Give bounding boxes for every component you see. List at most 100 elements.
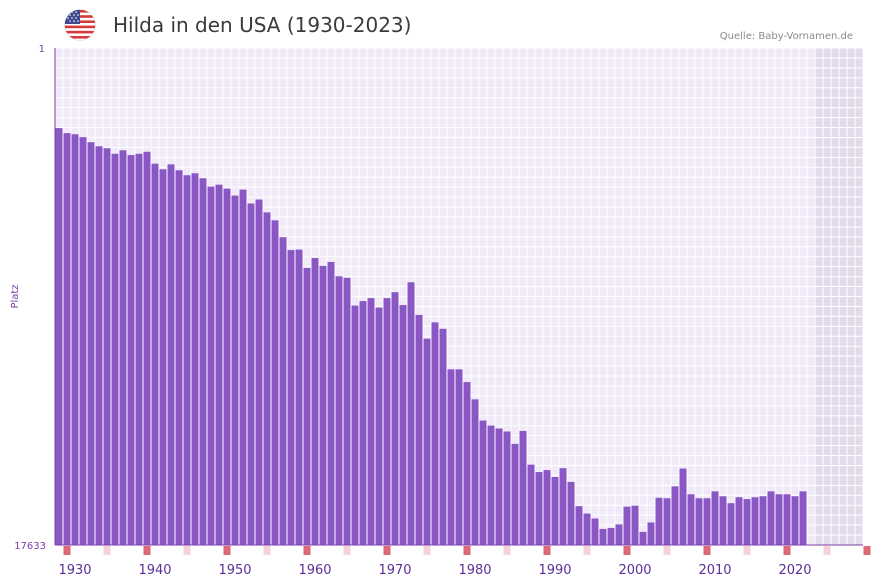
bar-1983 [495, 428, 503, 545]
bar-1941 [159, 169, 167, 545]
x-tick-label-1950: 1950 [218, 563, 251, 578]
bar-2008 [695, 498, 703, 545]
decade-marker-2009 [703, 546, 711, 555]
year-marker-1934 [103, 546, 111, 555]
bar-1979 [463, 382, 471, 545]
us-flag-icon [64, 9, 96, 41]
bar-1965 [351, 305, 359, 545]
x-tick-label-1970: 1970 [378, 563, 411, 578]
bar-1997 [607, 527, 615, 545]
bar-2018 [775, 494, 783, 545]
bar-2005 [671, 486, 679, 545]
decade-marker-1949 [223, 546, 231, 555]
bar-2006 [679, 468, 687, 545]
bar-1988 [535, 472, 543, 545]
bar-2016 [759, 496, 767, 545]
bar-2017 [767, 491, 775, 545]
bar-1945 [191, 173, 199, 545]
bar-1964 [343, 277, 351, 545]
bar-1980 [471, 399, 479, 545]
bar-1947 [207, 186, 215, 545]
bar-2011 [719, 496, 727, 545]
bar-2001 [639, 531, 647, 545]
x-tick-label-1960: 1960 [298, 563, 331, 578]
bar-1987 [527, 464, 535, 545]
bar-1981 [479, 420, 487, 545]
bar-2020 [791, 496, 799, 545]
year-marker-1974 [423, 546, 431, 555]
bar-1953 [255, 199, 263, 545]
bar-1948 [215, 184, 223, 545]
year-marker-1944 [183, 546, 191, 555]
decade-marker-2029 [863, 546, 871, 555]
bar-2010 [711, 491, 719, 545]
bar-1936 [119, 150, 127, 545]
bar-1976 [439, 328, 447, 545]
bar-1958 [295, 249, 303, 545]
bar-1994 [583, 513, 591, 545]
bar-1954 [263, 212, 271, 545]
bar-1944 [183, 175, 191, 546]
bar-2012 [727, 503, 735, 545]
bar-1943 [175, 170, 183, 545]
bar-1968 [375, 307, 383, 545]
bar-1991 [559, 468, 567, 545]
bar-1932 [87, 142, 95, 545]
bar-2007 [687, 494, 695, 545]
bar-1996 [599, 528, 607, 545]
bar-2002 [647, 522, 655, 545]
bar-1949 [223, 188, 231, 545]
bar-1990 [551, 476, 559, 545]
bar-1969 [383, 298, 391, 545]
bar-1982 [487, 425, 495, 545]
bar-1978 [455, 369, 463, 545]
year-marker-1994 [583, 546, 591, 555]
decade-marker-1989 [543, 546, 551, 555]
bar-2004 [663, 498, 671, 545]
bar-1975 [431, 322, 439, 545]
bar-1951 [239, 189, 247, 545]
bar-1999 [623, 506, 631, 545]
bar-2013 [735, 497, 743, 545]
year-marker-1964 [343, 546, 351, 555]
bar-2014 [743, 499, 751, 545]
bar-1998 [615, 524, 623, 545]
decade-marker-1959 [303, 546, 311, 555]
y-axis-title: Platz [10, 284, 21, 308]
bar-1970 [391, 292, 399, 545]
y-tick-label-top: 1 [39, 44, 45, 55]
bar-1939 [143, 151, 151, 545]
chart-title: Hilda in den USA (1930-2023) [113, 13, 412, 37]
decade-marker-1969 [383, 546, 391, 555]
bar-1989 [543, 470, 551, 545]
bar-1955 [271, 220, 279, 545]
x-tick-label-1940: 1940 [138, 563, 171, 578]
bar-2009 [703, 498, 711, 545]
bar-1934 [103, 148, 111, 546]
year-marker-2024 [823, 546, 831, 555]
bar-1960 [311, 258, 319, 545]
year-marker-2014 [743, 546, 751, 555]
bar-1985 [511, 443, 519, 545]
decade-marker-1999 [623, 546, 631, 555]
bar-1984 [503, 431, 511, 545]
x-tick-label-2010: 2010 [698, 563, 731, 578]
bar-1938 [135, 153, 143, 545]
bar-1935 [111, 153, 119, 545]
bar-2021 [799, 491, 807, 545]
bar-1937 [127, 155, 135, 546]
bar-1973 [415, 314, 423, 545]
bar-1961 [319, 265, 327, 545]
bar-1992 [567, 481, 575, 545]
bar-1933 [95, 146, 103, 545]
bar-1950 [231, 195, 239, 545]
year-marker-1954 [263, 546, 271, 555]
bar-1956 [279, 237, 287, 546]
x-tick-label-2000: 2000 [618, 563, 651, 578]
bar-1972 [407, 282, 415, 545]
bar-2019 [783, 494, 791, 545]
decade-marker-2019 [783, 546, 791, 555]
bar-1942 [167, 164, 175, 545]
bar-2003 [655, 497, 663, 545]
